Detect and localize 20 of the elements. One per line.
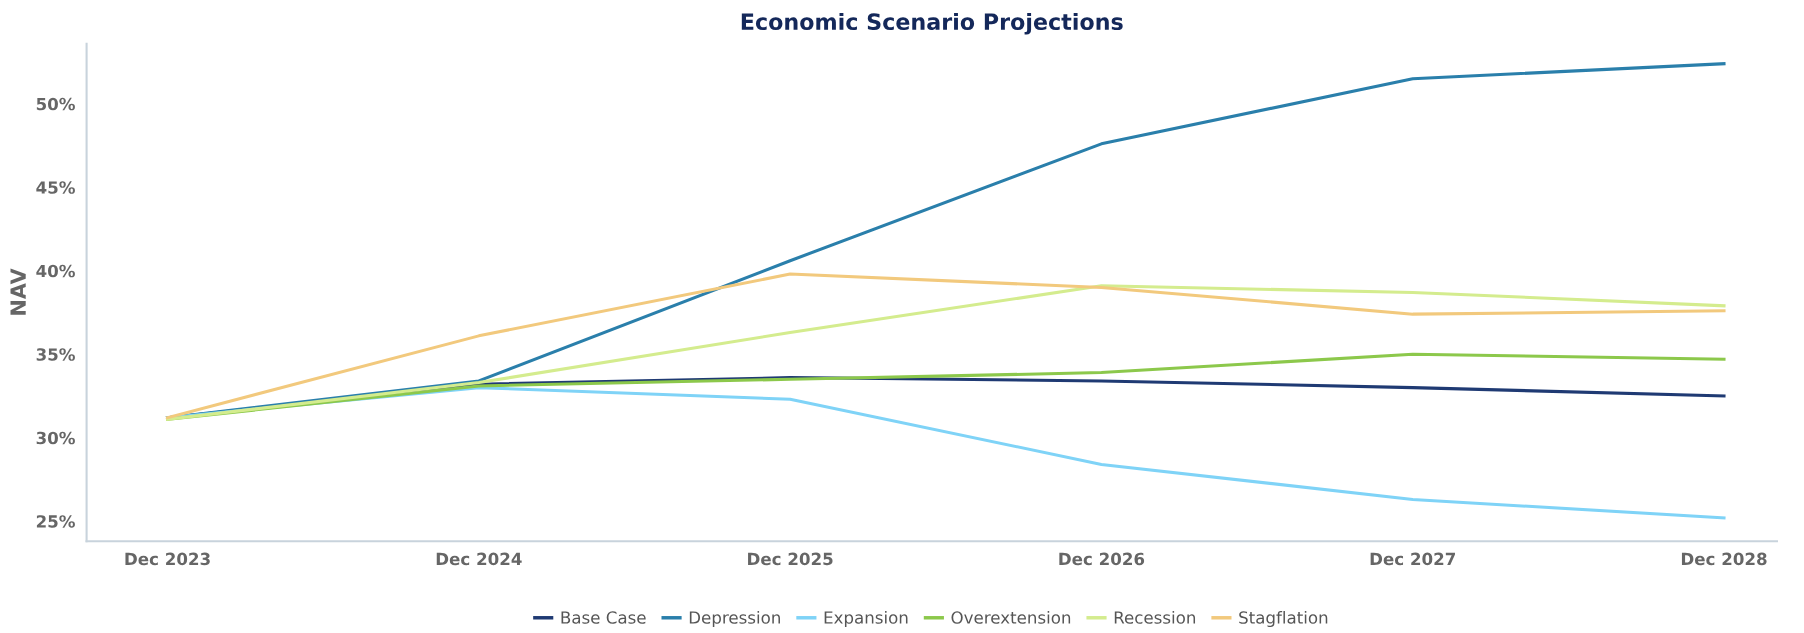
y-tick-label: 30% xyxy=(36,431,75,445)
y-tick-label: 25% xyxy=(36,515,75,528)
x-tick-label: Dec 2027 xyxy=(1370,552,1455,566)
y-tick-label: 45% xyxy=(36,181,75,194)
x-tick-label: Dec 2028 xyxy=(1681,552,1767,566)
legend-label: Stagflation xyxy=(1239,610,1328,628)
legend-label: Depression xyxy=(689,610,780,628)
y-tick-label: 40% xyxy=(36,264,75,278)
chart-title: Economic Scenario Projections xyxy=(741,12,1123,35)
legend-label: Base Case xyxy=(561,611,646,624)
y-axis-title: NAV xyxy=(10,268,26,315)
x-tick-label: Dec 2025 xyxy=(748,552,833,566)
x-tick-label: Dec 2023 xyxy=(125,552,210,566)
x-tick-label: Dec 2026 xyxy=(1059,552,1145,566)
x-tick-label: Dec 2024 xyxy=(436,552,522,566)
legend-label: Overextension xyxy=(951,610,1071,624)
legend-label: Expansion xyxy=(824,610,908,628)
y-tick-label: 50% xyxy=(36,97,75,111)
legend-label: Recession xyxy=(1114,610,1196,624)
y-tick-label: 35% xyxy=(36,348,75,361)
